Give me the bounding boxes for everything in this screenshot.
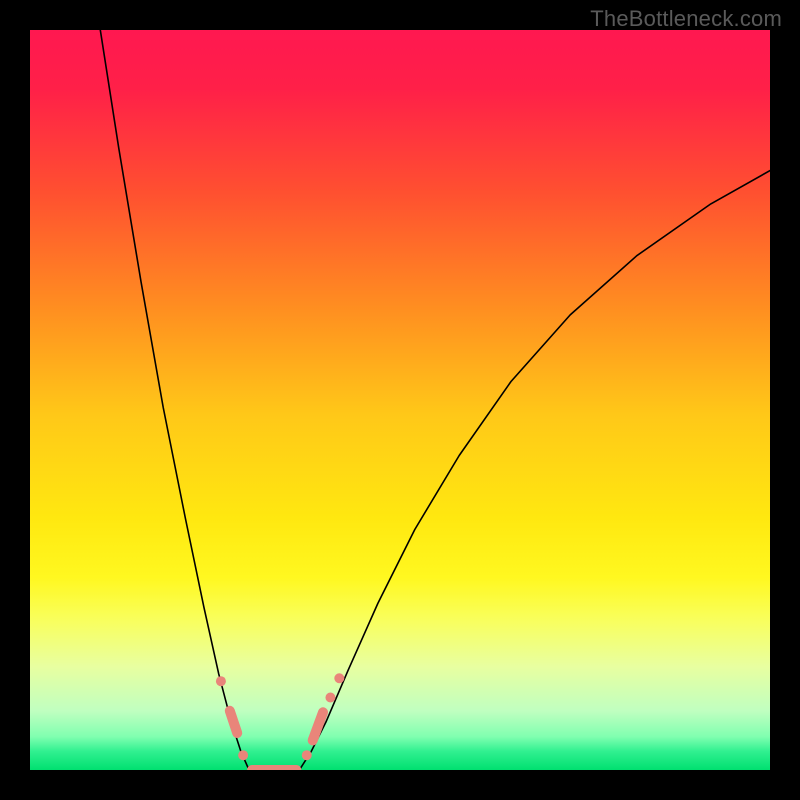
marker-dot bbox=[302, 750, 312, 760]
chart-frame: TheBottleneck.com bbox=[0, 0, 800, 800]
marker-dot bbox=[238, 750, 248, 760]
marker-pill bbox=[230, 711, 237, 733]
plot-area bbox=[30, 30, 770, 770]
marker-dot bbox=[216, 676, 226, 686]
gradient-background bbox=[30, 30, 770, 770]
watermark-text: TheBottleneck.com bbox=[590, 6, 782, 32]
bottleneck-curve-chart bbox=[30, 30, 770, 770]
marker-dot bbox=[334, 673, 344, 683]
marker-dot bbox=[325, 692, 335, 702]
